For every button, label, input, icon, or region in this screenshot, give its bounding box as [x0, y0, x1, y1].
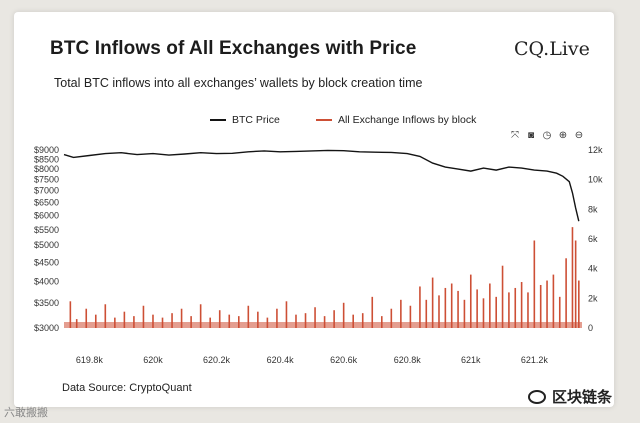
x-tick-7: 621.2k — [521, 355, 549, 365]
y-left-tick-3: $7500 — [34, 175, 59, 185]
brand-logo: CQ.Live — [514, 38, 590, 60]
watermark-right-label: 区块链条 — [552, 388, 613, 406]
x-tick-3: 620.4k — [267, 355, 295, 365]
fullscreen-icon[interactable]: ⤧ — [511, 130, 519, 141]
legend-label-inflows: All Exchange Inflows by block — [338, 114, 477, 126]
wechat-icon — [528, 389, 546, 404]
y-left-tick-8: $5000 — [34, 240, 59, 250]
zoom-in-icon[interactable]: ⊕ — [558, 130, 568, 141]
data-source: Data Source: CryptoQuant — [62, 382, 192, 394]
camera-icon[interactable]: ◙ — [527, 130, 535, 141]
chart-toolbar: ⤧ ◙ ◷ ⊕ ⊖ — [510, 131, 584, 141]
legend-swatch-price — [210, 119, 226, 121]
y-left-tick-7: $5500 — [34, 225, 59, 235]
y-right-tick-4: 4k — [588, 264, 598, 274]
legend-swatch-inflows — [316, 119, 332, 121]
legend-item-inflows[interactable]: All Exchange Inflows by block — [316, 114, 476, 126]
y-left-tick-9: $4500 — [34, 257, 59, 267]
y-left-tick-6: $6000 — [34, 211, 59, 221]
y-right-tick-2: 8k — [588, 204, 598, 214]
x-tick-1: 620k — [143, 355, 163, 365]
y-right-tick-3: 6k — [588, 234, 598, 244]
y-left-tick-5: $6500 — [34, 198, 59, 208]
chart-card — [14, 12, 614, 407]
y-right-tick-1: 10k — [588, 175, 603, 185]
legend-item-price[interactable]: BTC Price — [210, 114, 280, 126]
y-left-tick-4: $7000 — [34, 186, 59, 196]
watermark-left: 六敢搬搬 — [4, 406, 48, 419]
y-left-tick-12: $3000 — [34, 323, 59, 333]
legend-label-price: BTC Price — [232, 114, 280, 126]
chart-title: BTC Inflows of All Exchanges with Price — [50, 38, 417, 59]
y-left-tick-10: $4000 — [34, 276, 59, 286]
inflow-baseline — [64, 322, 582, 328]
x-tick-2: 620.2k — [203, 355, 231, 365]
y-right-tick-5: 2k — [588, 293, 598, 303]
chart-subtitle: Total BTC inflows into all exchanges’ wa… — [54, 76, 423, 90]
watermark-right: 区块链条 — [528, 386, 612, 407]
clock-icon[interactable]: ◷ — [542, 130, 552, 141]
y-right-tick-0: 12k — [588, 145, 603, 155]
zoom-out-icon[interactable]: ⊖ — [574, 130, 584, 141]
price-line — [63, 149, 580, 222]
x-tick-0: 619.8k — [76, 355, 104, 365]
x-tick-4: 620.6k — [330, 355, 358, 365]
x-tick-6: 621k — [461, 355, 481, 365]
y-left-tick-2: $8000 — [34, 164, 59, 174]
y-right-tick-6: 0 — [588, 323, 593, 333]
y-left-tick-1: $8500 — [34, 154, 59, 164]
x-tick-5: 620.8k — [394, 355, 422, 365]
y-left-tick-11: $3500 — [34, 298, 59, 308]
y-left-tick-0: $9000 — [34, 145, 59, 155]
